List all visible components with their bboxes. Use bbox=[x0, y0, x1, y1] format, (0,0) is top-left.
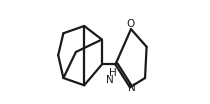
Text: N: N bbox=[106, 75, 114, 85]
Text: H: H bbox=[109, 68, 117, 78]
Text: N: N bbox=[128, 83, 135, 93]
Text: O: O bbox=[127, 19, 135, 29]
